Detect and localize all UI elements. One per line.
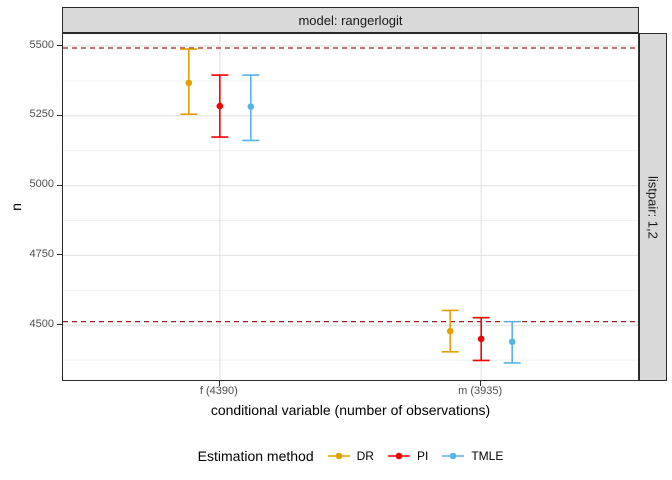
x-tick-mark xyxy=(480,381,482,386)
y-tick-mark xyxy=(57,114,62,116)
legend-label: TMLE xyxy=(471,449,504,463)
y-tick-label: 4750 xyxy=(29,247,54,260)
plot-canvas xyxy=(63,34,638,380)
facet-strip-right-label: listpair: 1,2 xyxy=(645,175,661,239)
legend-label: DR xyxy=(356,449,374,463)
legend-key-icon xyxy=(387,452,410,460)
legend: Estimation method DR PI TMLE xyxy=(62,442,639,470)
x-axis-title: conditional variable (number of observat… xyxy=(210,402,491,418)
legend-key-icon xyxy=(327,452,350,460)
data-point-DR xyxy=(446,327,454,335)
legend-items: DR PI TMLE xyxy=(326,448,503,464)
y-tick-mark xyxy=(57,45,62,46)
data-point-PI xyxy=(477,335,485,343)
legend-key-icon xyxy=(442,452,465,460)
legend-item-dr: DR xyxy=(326,448,374,464)
data-point-TMLE xyxy=(247,103,255,110)
x-tick-label: m (3935) xyxy=(458,385,503,397)
x-tick-label: f (4390) xyxy=(199,385,238,397)
x-tick-mark xyxy=(218,381,220,386)
y-tick-mark xyxy=(57,184,62,186)
plot-panel xyxy=(62,33,639,381)
facet-strip-top-label: model: rangerlogit xyxy=(298,12,403,28)
y-tick-label: 4500 xyxy=(29,317,54,330)
data-point-PI xyxy=(216,102,224,110)
legend-item-pi: PI xyxy=(386,448,428,464)
y-tick-label: 5500 xyxy=(29,38,54,51)
data-point-DR xyxy=(185,79,193,87)
y-axis-title: n xyxy=(7,203,24,211)
facet-strip-right: listpair: 1,2 xyxy=(639,33,667,381)
y-tick-label: 5000 xyxy=(29,178,54,191)
facet-strip-top: model: rangerlogit xyxy=(62,7,639,33)
y-tick-mark xyxy=(57,324,62,326)
legend-label: PI xyxy=(416,449,429,463)
legend-item-tmle: TMLE xyxy=(440,448,503,464)
y-tick-mark xyxy=(57,254,62,256)
y-tick-label: 5250 xyxy=(29,108,54,121)
y-axis-title-box: n xyxy=(2,33,30,381)
legend-title: Estimation method xyxy=(197,448,314,464)
data-point-TMLE xyxy=(508,338,516,346)
